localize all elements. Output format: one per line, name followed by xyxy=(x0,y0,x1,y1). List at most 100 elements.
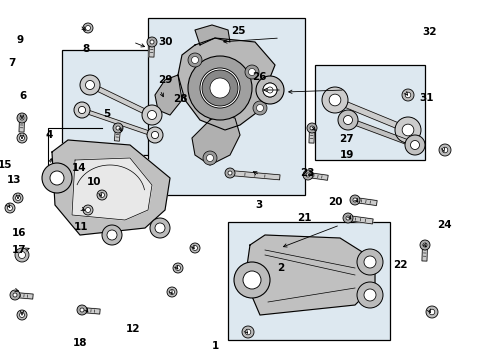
Circle shape xyxy=(7,206,13,211)
Circle shape xyxy=(428,309,434,315)
Circle shape xyxy=(256,76,284,104)
Circle shape xyxy=(321,87,347,113)
Circle shape xyxy=(169,289,174,294)
Polygon shape xyxy=(347,216,372,224)
Circle shape xyxy=(13,293,17,297)
Polygon shape xyxy=(52,140,170,235)
Circle shape xyxy=(305,173,309,177)
Circle shape xyxy=(83,23,93,33)
Circle shape xyxy=(16,195,20,201)
Circle shape xyxy=(15,248,29,262)
Circle shape xyxy=(263,83,276,97)
Polygon shape xyxy=(155,75,182,115)
Circle shape xyxy=(113,123,123,133)
Circle shape xyxy=(425,306,437,318)
Circle shape xyxy=(303,170,312,180)
Circle shape xyxy=(190,243,200,253)
Text: 2: 2 xyxy=(277,263,284,273)
Circle shape xyxy=(116,126,120,130)
Circle shape xyxy=(337,110,357,130)
Circle shape xyxy=(187,56,251,120)
Circle shape xyxy=(155,223,164,233)
Circle shape xyxy=(20,135,24,140)
Polygon shape xyxy=(195,25,229,45)
Polygon shape xyxy=(81,307,100,314)
Polygon shape xyxy=(354,198,376,206)
Circle shape xyxy=(85,81,94,90)
Circle shape xyxy=(234,262,269,298)
Text: 8: 8 xyxy=(82,44,89,54)
Circle shape xyxy=(244,329,250,335)
Circle shape xyxy=(142,105,162,125)
Text: 5: 5 xyxy=(103,109,110,120)
Circle shape xyxy=(50,171,64,185)
Polygon shape xyxy=(346,118,415,147)
Polygon shape xyxy=(421,245,427,261)
Circle shape xyxy=(356,249,382,275)
Circle shape xyxy=(102,225,122,245)
Text: 21: 21 xyxy=(297,213,311,223)
Circle shape xyxy=(401,89,413,101)
Text: 15: 15 xyxy=(0,160,12,170)
Text: 13: 13 xyxy=(6,175,21,185)
Circle shape xyxy=(150,218,170,238)
Circle shape xyxy=(404,135,424,155)
Circle shape xyxy=(309,126,313,130)
Circle shape xyxy=(343,116,352,125)
Polygon shape xyxy=(192,115,240,165)
Polygon shape xyxy=(178,38,274,130)
Circle shape xyxy=(85,26,90,31)
Text: 19: 19 xyxy=(339,150,354,160)
Circle shape xyxy=(83,205,93,215)
Circle shape xyxy=(349,195,359,205)
Circle shape xyxy=(80,308,84,312)
Circle shape xyxy=(175,266,180,270)
Text: 31: 31 xyxy=(418,93,433,103)
Polygon shape xyxy=(72,158,152,220)
Circle shape xyxy=(409,140,419,149)
Text: 27: 27 xyxy=(338,134,353,144)
Circle shape xyxy=(248,68,255,76)
Text: 10: 10 xyxy=(86,177,101,187)
Text: 23: 23 xyxy=(299,168,314,178)
Circle shape xyxy=(85,207,90,212)
Circle shape xyxy=(227,171,231,175)
Polygon shape xyxy=(333,97,408,133)
Circle shape xyxy=(107,230,117,240)
Circle shape xyxy=(252,101,266,115)
Circle shape xyxy=(202,70,238,106)
Bar xyxy=(62,50,170,155)
Polygon shape xyxy=(149,42,154,57)
Circle shape xyxy=(438,144,450,156)
Circle shape xyxy=(328,94,340,106)
Text: 14: 14 xyxy=(72,163,86,174)
Circle shape xyxy=(20,116,24,120)
Circle shape xyxy=(209,78,229,98)
Circle shape xyxy=(352,198,356,202)
Text: 32: 32 xyxy=(421,27,436,37)
Text: 17: 17 xyxy=(12,245,27,255)
Circle shape xyxy=(441,147,447,153)
Text: 3: 3 xyxy=(255,200,262,210)
Text: 1: 1 xyxy=(211,341,218,351)
Circle shape xyxy=(192,246,197,251)
Circle shape xyxy=(17,310,27,320)
Circle shape xyxy=(77,305,87,315)
Circle shape xyxy=(147,37,157,47)
Circle shape xyxy=(363,289,375,301)
Circle shape xyxy=(405,92,410,98)
Circle shape xyxy=(19,252,25,258)
Circle shape xyxy=(356,282,382,308)
Circle shape xyxy=(151,131,158,139)
Circle shape xyxy=(242,326,253,338)
Circle shape xyxy=(363,256,375,268)
Circle shape xyxy=(203,151,217,165)
Bar xyxy=(314,65,424,160)
Text: 25: 25 xyxy=(230,26,245,36)
Circle shape xyxy=(167,287,177,297)
Polygon shape xyxy=(89,83,153,117)
Polygon shape xyxy=(307,172,327,180)
Polygon shape xyxy=(15,293,33,299)
Text: 12: 12 xyxy=(125,324,140,334)
Circle shape xyxy=(342,213,352,223)
